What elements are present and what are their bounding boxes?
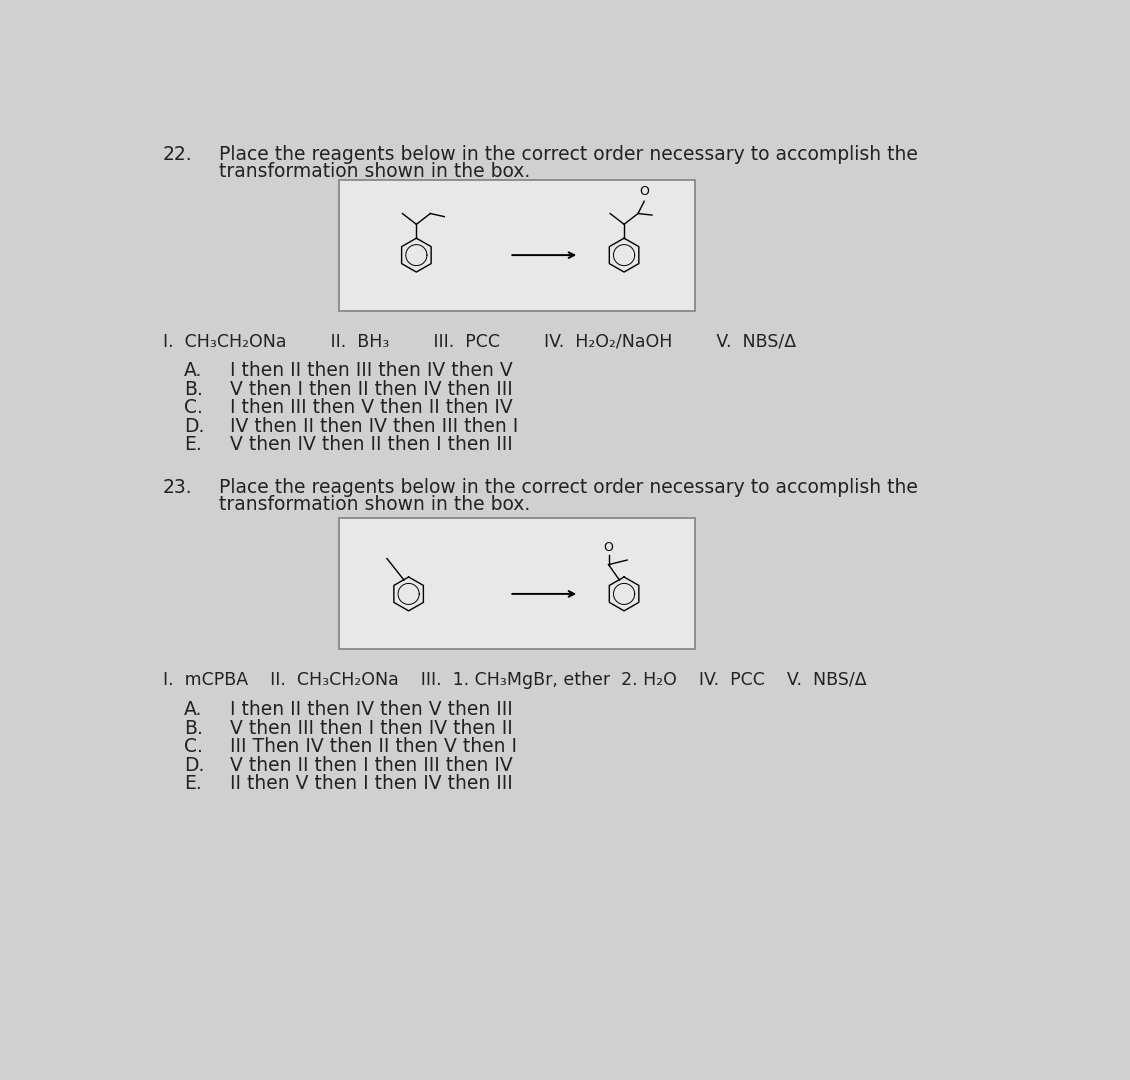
Text: I.  CH₃CH₂ONa        II.  BH₃        III.  PCC        IV.  H₂O₂/NaOH        V.  : I. CH₃CH₂ONa II. BH₃ III. PCC IV. H₂O₂/N… bbox=[163, 333, 796, 350]
Text: D.: D. bbox=[184, 756, 205, 774]
Text: Place the reagents below in the correct order necessary to accomplish the: Place the reagents below in the correct … bbox=[219, 478, 918, 498]
Text: B.: B. bbox=[184, 718, 202, 738]
Text: V then IV then II then I then III: V then IV then II then I then III bbox=[231, 435, 513, 455]
Text: I then III then V then II then IV: I then III then V then II then IV bbox=[231, 399, 513, 417]
Text: B.: B. bbox=[184, 380, 202, 399]
Text: I then II then IV then V then III: I then II then IV then V then III bbox=[231, 700, 513, 719]
Text: 23.: 23. bbox=[163, 478, 192, 498]
Text: Place the reagents below in the correct order necessary to accomplish the: Place the reagents below in the correct … bbox=[219, 145, 918, 164]
Text: 22.: 22. bbox=[163, 145, 192, 164]
Text: O: O bbox=[640, 185, 649, 198]
Text: C.: C. bbox=[184, 738, 202, 756]
Text: I then II then III then IV then V: I then II then III then IV then V bbox=[231, 362, 513, 380]
Text: D.: D. bbox=[184, 417, 205, 436]
Text: V then III then I then IV then II: V then III then I then IV then II bbox=[231, 718, 513, 738]
Text: III Then IV then II then V then I: III Then IV then II then V then I bbox=[231, 738, 518, 756]
Text: O: O bbox=[603, 541, 614, 554]
Text: A.: A. bbox=[184, 700, 202, 719]
Text: V then I then II then IV then III: V then I then II then IV then III bbox=[231, 380, 513, 399]
Bar bbox=[339, 179, 695, 311]
Text: E.: E. bbox=[184, 435, 201, 455]
Text: transformation shown in the box.: transformation shown in the box. bbox=[219, 162, 530, 181]
Text: A.: A. bbox=[184, 362, 202, 380]
Text: C.: C. bbox=[184, 399, 202, 417]
Bar bbox=[339, 518, 695, 649]
Text: I.  mCPBA    II.  CH₃CH₂ONa    III.  1. CH₃MgBr, ether  2. H₂O    IV.  PCC    V.: I. mCPBA II. CH₃CH₂ONa III. 1. CH₃MgBr, … bbox=[163, 671, 867, 689]
Text: V then II then I then III then IV: V then II then I then III then IV bbox=[231, 756, 513, 774]
Text: II then V then I then IV then III: II then V then I then IV then III bbox=[231, 774, 513, 793]
Text: IV then II then IV then III then I: IV then II then IV then III then I bbox=[231, 417, 519, 436]
Text: E.: E. bbox=[184, 774, 201, 793]
Text: transformation shown in the box.: transformation shown in the box. bbox=[219, 496, 530, 514]
